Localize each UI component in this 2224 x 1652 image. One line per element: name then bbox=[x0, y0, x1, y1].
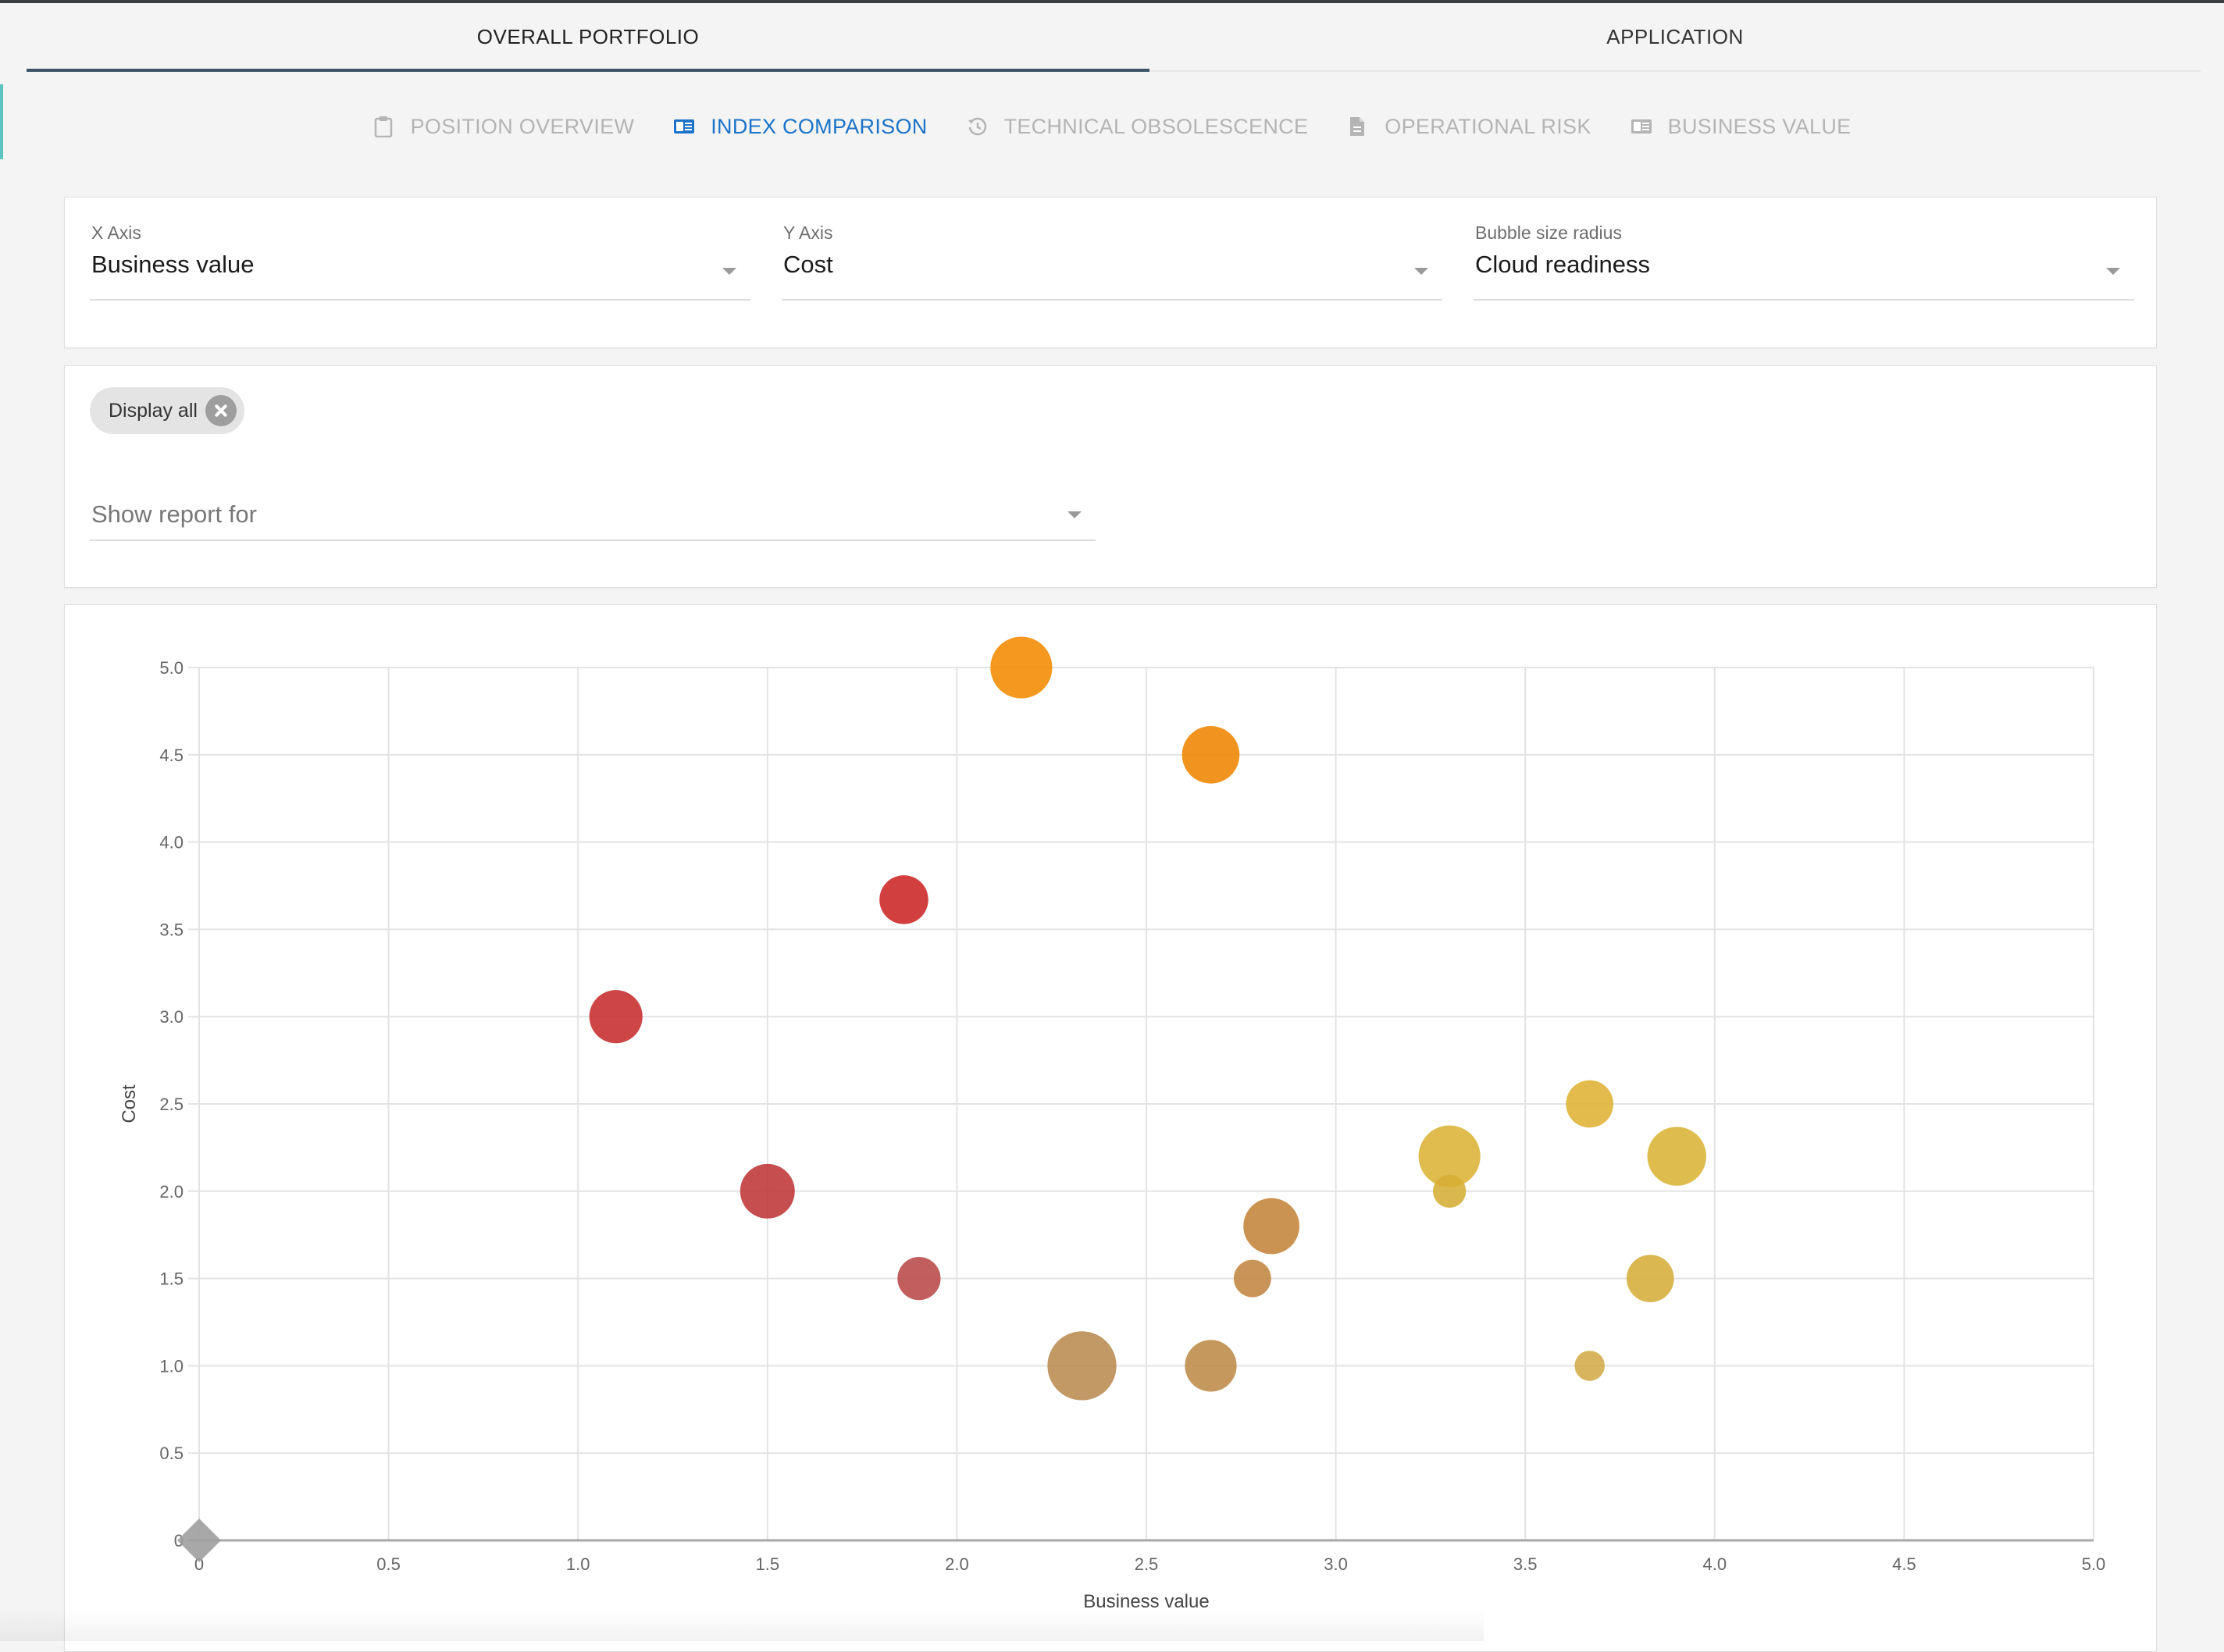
y-tick-label: 3.5 bbox=[159, 920, 184, 939]
bubble-point bbox=[740, 1163, 795, 1219]
bottom-shadow bbox=[0, 1608, 1484, 1641]
bubble-point bbox=[879, 875, 928, 924]
y-tick-label: 1.0 bbox=[159, 1356, 184, 1376]
x-tick-label: 2.5 bbox=[1135, 1554, 1159, 1574]
subtab-position-overview[interactable]: POSITION OVERVIEW bbox=[373, 115, 635, 139]
subtab-label: INDEX COMPARISON bbox=[711, 114, 928, 138]
window-top-border bbox=[0, 0, 2224, 3]
main-tabs: OVERALL PORTFOLIO APPLICATION bbox=[27, 3, 2201, 72]
bubble-point bbox=[1626, 1255, 1674, 1302]
subtab-label: POSITION OVERVIEW bbox=[410, 114, 635, 138]
bubble-point bbox=[1566, 1080, 1614, 1128]
x-axis-title: Business value bbox=[1083, 1591, 1209, 1612]
x-tick-label: 3.0 bbox=[1324, 1554, 1348, 1574]
y-tick-label: 0.5 bbox=[159, 1444, 184, 1463]
bubble-point bbox=[1418, 1125, 1481, 1187]
x-tick-label: 4.0 bbox=[1703, 1554, 1727, 1574]
show-report-for-select[interactable]: Show report for bbox=[90, 483, 1096, 541]
subtab-label: OPERATIONAL RISK bbox=[1385, 114, 1591, 138]
x-tick-label: 0.5 bbox=[376, 1554, 401, 1574]
left-accent-bar bbox=[0, 84, 3, 159]
y-tick-label: 2.5 bbox=[159, 1095, 184, 1114]
chevron-down-icon bbox=[1067, 511, 1082, 518]
bubble-chart-card: 00.51.01.52.02.53.03.54.04.55.000.51.01.… bbox=[64, 604, 2157, 1652]
close-icon[interactable] bbox=[205, 395, 237, 426]
filter-card: Display all Show report for bbox=[64, 365, 2157, 588]
y-axis-title: Cost bbox=[119, 1084, 140, 1123]
index-card-icon bbox=[1631, 116, 1652, 137]
display-all-chip[interactable]: Display all bbox=[90, 387, 244, 434]
bubble-size-select[interactable]: Bubble size radius Cloud readiness bbox=[1474, 223, 2134, 301]
x-axis-label: X Axis bbox=[91, 223, 141, 243]
bubble-point bbox=[1574, 1351, 1606, 1381]
y-tick-label: 5.0 bbox=[159, 658, 184, 678]
chevron-down-icon bbox=[1414, 268, 1428, 275]
y-tick-label: 4.5 bbox=[159, 746, 184, 765]
y-tick-label: 4.0 bbox=[159, 833, 184, 853]
y-tick-label: 3.0 bbox=[159, 1007, 184, 1027]
x-tick-label: 3.5 bbox=[1513, 1554, 1538, 1574]
history-icon bbox=[967, 116, 987, 137]
chip-label: Display all bbox=[109, 399, 198, 422]
show-report-placeholder: Show report for bbox=[91, 500, 257, 528]
origin-marker bbox=[177, 1518, 221, 1562]
bubble-point bbox=[1047, 1331, 1117, 1401]
subtab-business-value[interactable]: BUSINESS VALUE bbox=[1631, 115, 1852, 139]
subtab-index-comparison[interactable]: INDEX COMPARISON bbox=[673, 115, 927, 139]
x-axis-select[interactable]: X Axis Business value bbox=[90, 223, 750, 301]
y-tick-label: 1.5 bbox=[159, 1269, 184, 1289]
y-axis-value: Cost bbox=[783, 251, 833, 278]
chevron-down-icon bbox=[2106, 268, 2120, 275]
axis-settings-card: X Axis Business value Y Axis Cost Bubble… bbox=[64, 197, 2157, 348]
index-card-icon bbox=[673, 116, 695, 137]
bubble-point bbox=[589, 990, 643, 1044]
subtab-technical-obsolescence[interactable]: TECHNICAL OBSOLESCENCE bbox=[967, 115, 1309, 139]
clipboard-icon bbox=[373, 116, 394, 138]
bubble-point bbox=[1185, 1340, 1237, 1392]
x-tick-label: 5.0 bbox=[2082, 1554, 2106, 1574]
tab-application[interactable]: APPLICATION bbox=[1606, 24, 1744, 48]
x-tick-label: 1.5 bbox=[756, 1554, 780, 1574]
x-tick-label: 1.0 bbox=[566, 1554, 590, 1574]
y-axis-label: Y Axis bbox=[783, 223, 833, 243]
bubble-point bbox=[897, 1257, 941, 1301]
bubble-point bbox=[1182, 726, 1240, 784]
bubble-point bbox=[1647, 1127, 1706, 1186]
bubble-size-label: Bubble size radius bbox=[1475, 223, 1622, 243]
bubble-size-value: Cloud readiness bbox=[1475, 251, 1651, 278]
x-axis-value: Business value bbox=[91, 251, 255, 278]
document-icon bbox=[1347, 116, 1367, 137]
chevron-down-icon bbox=[722, 268, 736, 275]
x-tick-label: 4.5 bbox=[1892, 1554, 1916, 1574]
bubble-point bbox=[990, 636, 1053, 699]
subtab-label: BUSINESS VALUE bbox=[1667, 114, 1852, 138]
sub-tabs: POSITION OVERVIEW INDEX COMPARISON TECHN… bbox=[0, 101, 2224, 151]
x-tick-label: 2.0 bbox=[945, 1554, 969, 1574]
y-tick-label: 2.0 bbox=[159, 1182, 184, 1202]
bubble-chart: 00.51.01.52.02.53.03.54.04.55.000.51.01.… bbox=[119, 636, 2106, 1612]
subtab-operational-risk[interactable]: OPERATIONAL RISK bbox=[1347, 115, 1591, 139]
bubble-point bbox=[1243, 1198, 1299, 1255]
tab-overall-portfolio[interactable]: OVERALL PORTFOLIO bbox=[27, 3, 1149, 72]
subtab-label: TECHNICAL OBSOLESCENCE bbox=[1003, 114, 1309, 138]
bubble-point bbox=[1233, 1259, 1271, 1298]
bubble-point bbox=[1433, 1174, 1467, 1208]
y-axis-select[interactable]: Y Axis Cost bbox=[782, 223, 1442, 301]
